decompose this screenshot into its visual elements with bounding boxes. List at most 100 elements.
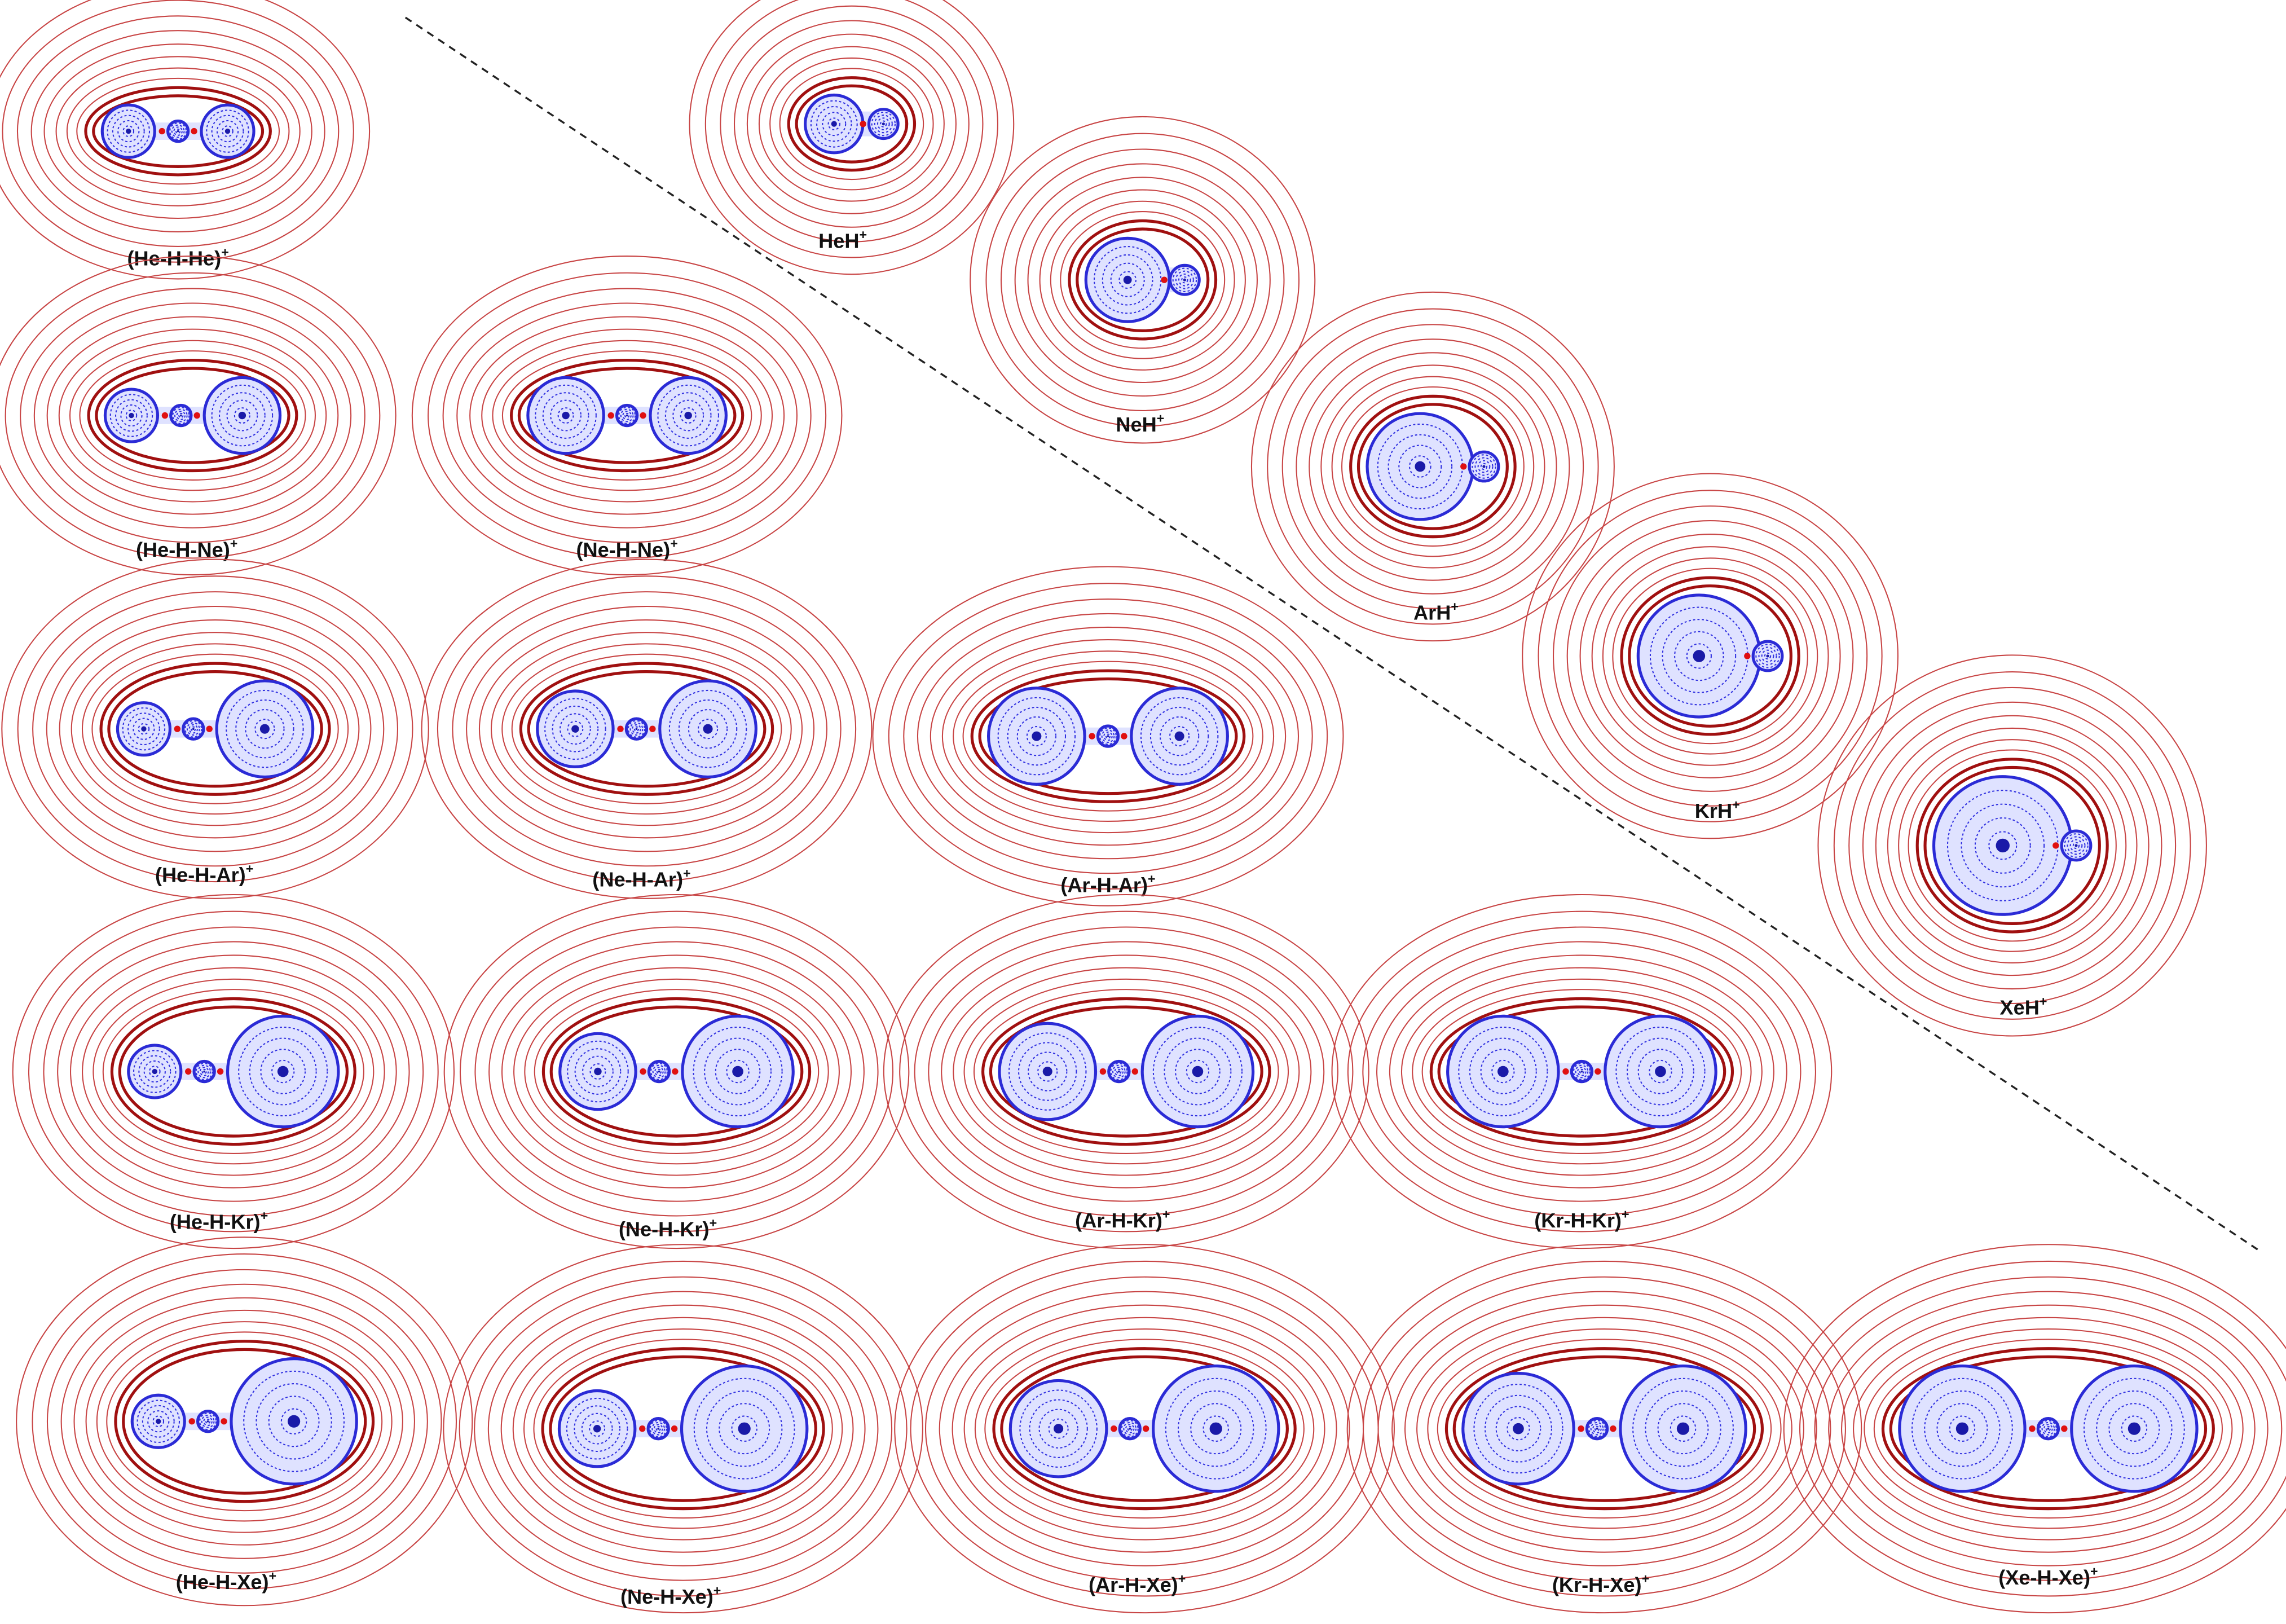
negative-contour	[2069, 839, 2083, 852]
negative-contour	[254, 719, 275, 740]
negative-contour	[169, 122, 187, 140]
density-contour	[1437, 1339, 1772, 1519]
density-contour	[492, 340, 762, 491]
nucleus	[1107, 735, 1109, 737]
critical-point	[640, 1068, 646, 1075]
negative-contour	[2072, 842, 2080, 850]
molecule-label: (Ne-H-Kr)+	[619, 1216, 717, 1241]
contour-plot	[872, 566, 1344, 906]
negative-contour	[117, 120, 140, 143]
density-contour	[1841, 1304, 2256, 1553]
density-contour	[443, 1244, 923, 1614]
label-charge: +	[221, 245, 229, 259]
label-name: ArH	[1413, 601, 1451, 624]
density-contour	[1027, 177, 1258, 384]
density-contour	[421, 558, 873, 899]
negative-contour	[871, 111, 896, 137]
negative-contour	[559, 713, 591, 745]
nucleus	[657, 1427, 660, 1430]
negative-contour	[649, 1420, 667, 1438]
density-contour	[478, 619, 815, 839]
critical-point	[617, 725, 624, 732]
negative-contour	[188, 724, 199, 734]
critical-point	[2061, 1425, 2068, 1432]
label-charge: +	[2090, 1564, 2098, 1579]
nucleus	[684, 411, 692, 420]
nucleus	[703, 724, 713, 734]
negative-contour	[668, 689, 747, 768]
negative-contour	[178, 412, 184, 419]
density-contour	[1250, 291, 1615, 642]
nucleus	[635, 728, 638, 730]
density-contour	[1602, 557, 1818, 755]
negative-contour	[1592, 1424, 1602, 1433]
density-contour	[60, 1283, 428, 1559]
density-contour	[46, 605, 385, 852]
density-contour	[1427, 1328, 1782, 1529]
negative-contour	[1577, 1067, 1587, 1076]
negative-contour	[280, 1408, 307, 1435]
negative-contour	[657, 384, 719, 447]
density-contour	[1281, 324, 1584, 609]
negative-contour	[822, 112, 847, 137]
negative-contour	[143, 1060, 166, 1083]
negative-contour	[203, 1416, 213, 1427]
nucleus	[1129, 1427, 1131, 1430]
negative-contour	[136, 1399, 180, 1443]
negative-contour	[1159, 716, 1200, 756]
density-contour	[71, 632, 360, 826]
density-contour	[16, 1236, 473, 1607]
density-contour	[2, 0, 354, 263]
density-contour	[517, 367, 737, 464]
density-contour	[941, 954, 1312, 1189]
density-contour	[466, 605, 827, 852]
density-contour	[1853, 1317, 2244, 1541]
nucleus	[882, 122, 885, 126]
nucleus	[2074, 844, 2078, 847]
density-contour	[939, 1291, 1350, 1566]
label-name: (Kr-H-Kr)	[1534, 1209, 1622, 1232]
negative-contour	[1125, 1424, 1135, 1433]
density-contour	[1000, 1355, 1289, 1502]
molecule-label: (He-H-He)+	[127, 245, 228, 270]
molecule-label: (Ne-H-Xe)+	[620, 1583, 721, 1608]
nucleus	[1955, 1422, 1969, 1435]
negative-contour	[715, 1049, 761, 1094]
label-charge: +	[1642, 1572, 1650, 1586]
density-contour	[87, 358, 298, 473]
negative-contour	[219, 392, 266, 439]
density-contour	[0, 256, 397, 576]
nucleus	[206, 1420, 209, 1423]
contour-plot	[0, 256, 397, 576]
density-contour	[795, 84, 909, 164]
nucleus	[156, 1419, 161, 1424]
negative-contour	[1491, 1059, 1515, 1084]
density-contour	[82, 967, 385, 1176]
negative-contour	[1105, 733, 1111, 739]
critical-point	[607, 412, 614, 419]
negative-contour	[880, 120, 887, 127]
negative-contour	[589, 1063, 606, 1080]
negative-contour	[874, 115, 893, 134]
density-contour	[1050, 200, 1235, 359]
nucleus	[626, 414, 628, 417]
density-contour	[79, 350, 306, 481]
negative-contour	[1114, 1067, 1124, 1076]
density-contour	[953, 967, 1300, 1176]
density-contour	[43, 926, 424, 1217]
negative-contour	[1474, 457, 1494, 476]
critical-point	[191, 127, 197, 135]
nucleus	[126, 128, 131, 134]
negative-contour	[174, 408, 188, 422]
negative-contour	[1409, 455, 1431, 478]
negative-contour	[2039, 1420, 2057, 1438]
density-contour	[43, 43, 312, 219]
negative-contour	[1203, 1415, 1229, 1442]
critical-point	[1562, 1068, 1569, 1075]
negative-contour	[1026, 726, 1047, 747]
negative-contour	[133, 1050, 177, 1093]
density-contour	[46, 316, 339, 515]
nucleus	[1513, 1423, 1524, 1434]
nucleus	[1042, 1066, 1052, 1077]
density-contour	[1362, 926, 1802, 1217]
